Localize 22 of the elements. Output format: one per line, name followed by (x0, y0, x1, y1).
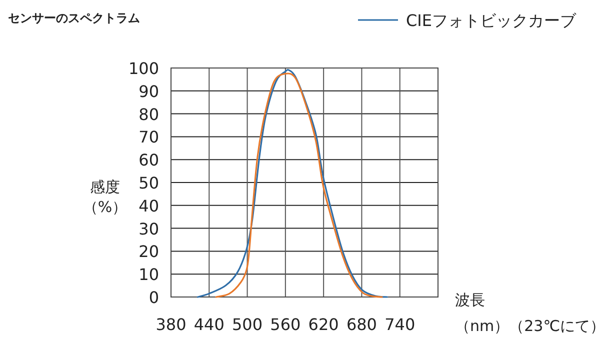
y-tick-label: 20 (138, 242, 159, 262)
x-tick-label: 380 (156, 315, 186, 334)
y-tick-label: 70 (138, 128, 159, 147)
x-axis-title: 波長（nm）（23℃にて） (455, 291, 600, 335)
legend-label: CIEフォトビックカーブ (406, 11, 577, 30)
y-tick-label: 100 (128, 59, 159, 78)
y-tick-label: 0 (148, 288, 159, 307)
y-tick-label: 50 (138, 174, 159, 192)
y-tick-label: 10 (138, 265, 159, 284)
y-tick-label: 30 (138, 219, 159, 238)
x-tick-label: 500 (232, 315, 263, 334)
x-tick-label: 680 (346, 315, 377, 334)
text: センサーのスペクトラム (8, 11, 140, 25)
y-tick-label: 60 (138, 150, 159, 170)
y-tick-label: 80 (138, 104, 159, 124)
y-axis-title: 感度（%） (82, 178, 128, 216)
x-tick-label: 440 (194, 315, 224, 334)
x-tick-label: 560 (270, 315, 301, 334)
y-tick-label: 40 (138, 196, 159, 216)
x-tick-label: 740 (384, 315, 416, 334)
y-tick-label: 90 (138, 82, 159, 101)
x-tick-label: 620 (308, 315, 339, 334)
